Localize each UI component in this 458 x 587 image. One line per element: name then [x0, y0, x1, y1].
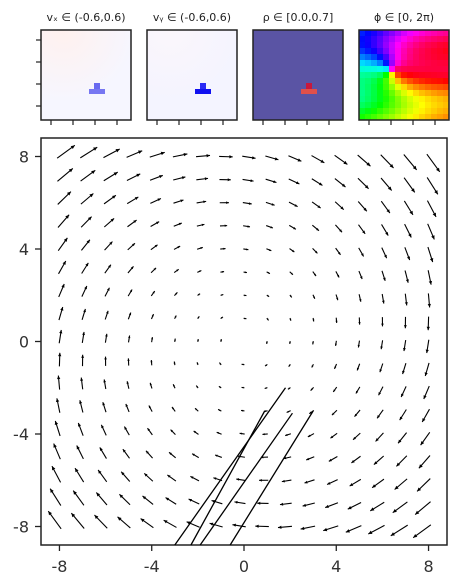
phi-heatmap — [359, 30, 449, 120]
vx-panel-title: vₓ ∈ (-0.6,0.6) — [46, 11, 125, 24]
vy-panel: vᵧ ∈ (-0.6,0.6) — [147, 11, 237, 125]
vx-panel: vₓ ∈ (-0.6,0.6) — [36, 11, 131, 125]
vy-panel-title: vᵧ ∈ (-0.6,0.6) — [153, 11, 231, 24]
vy-panel-peak-base — [195, 89, 211, 94]
vx-heatmap — [41, 30, 131, 120]
x-axis-ticks: -8 -4 0 4 8 — [51, 545, 433, 576]
y-tick-label: 0 — [19, 333, 29, 352]
vy-heatmap — [147, 30, 237, 120]
rho-panel-title: ρ ∈ [0.0,0.7] — [263, 11, 334, 24]
vy-panel-peak — [200, 83, 206, 89]
rho-panel: ρ ∈ [0.0,0.7] — [253, 11, 343, 125]
main-plot-frame — [41, 138, 447, 545]
phi-panel: ϕ ∈ [0, 2π) — [359, 11, 449, 125]
y-tick-label: 4 — [19, 240, 29, 259]
x-tick-label: 4 — [331, 557, 341, 576]
x-tick-label: 8 — [423, 557, 433, 576]
y-tick-label: -4 — [13, 425, 29, 444]
x-tick-label: -8 — [51, 557, 67, 576]
x-tick-label: 0 — [239, 557, 249, 576]
vx-panel-peak — [94, 83, 100, 89]
y-tick-label: 8 — [19, 148, 29, 167]
rho-panel-peak-base — [301, 89, 317, 94]
y-tick-label: -8 — [13, 518, 29, 537]
vx-panel-peak-base — [89, 89, 105, 94]
rho-panel-peak — [306, 83, 312, 89]
x-tick-label: -4 — [144, 557, 160, 576]
main-axes: -8 -4 0 4 8 -8 -4 0 4 8 — [13, 138, 447, 576]
y-axis-ticks: -8 -4 0 4 8 — [13, 148, 41, 537]
phi-panel-title: ϕ ∈ [0, 2π) — [374, 11, 434, 24]
rho-heatmap — [253, 30, 343, 120]
